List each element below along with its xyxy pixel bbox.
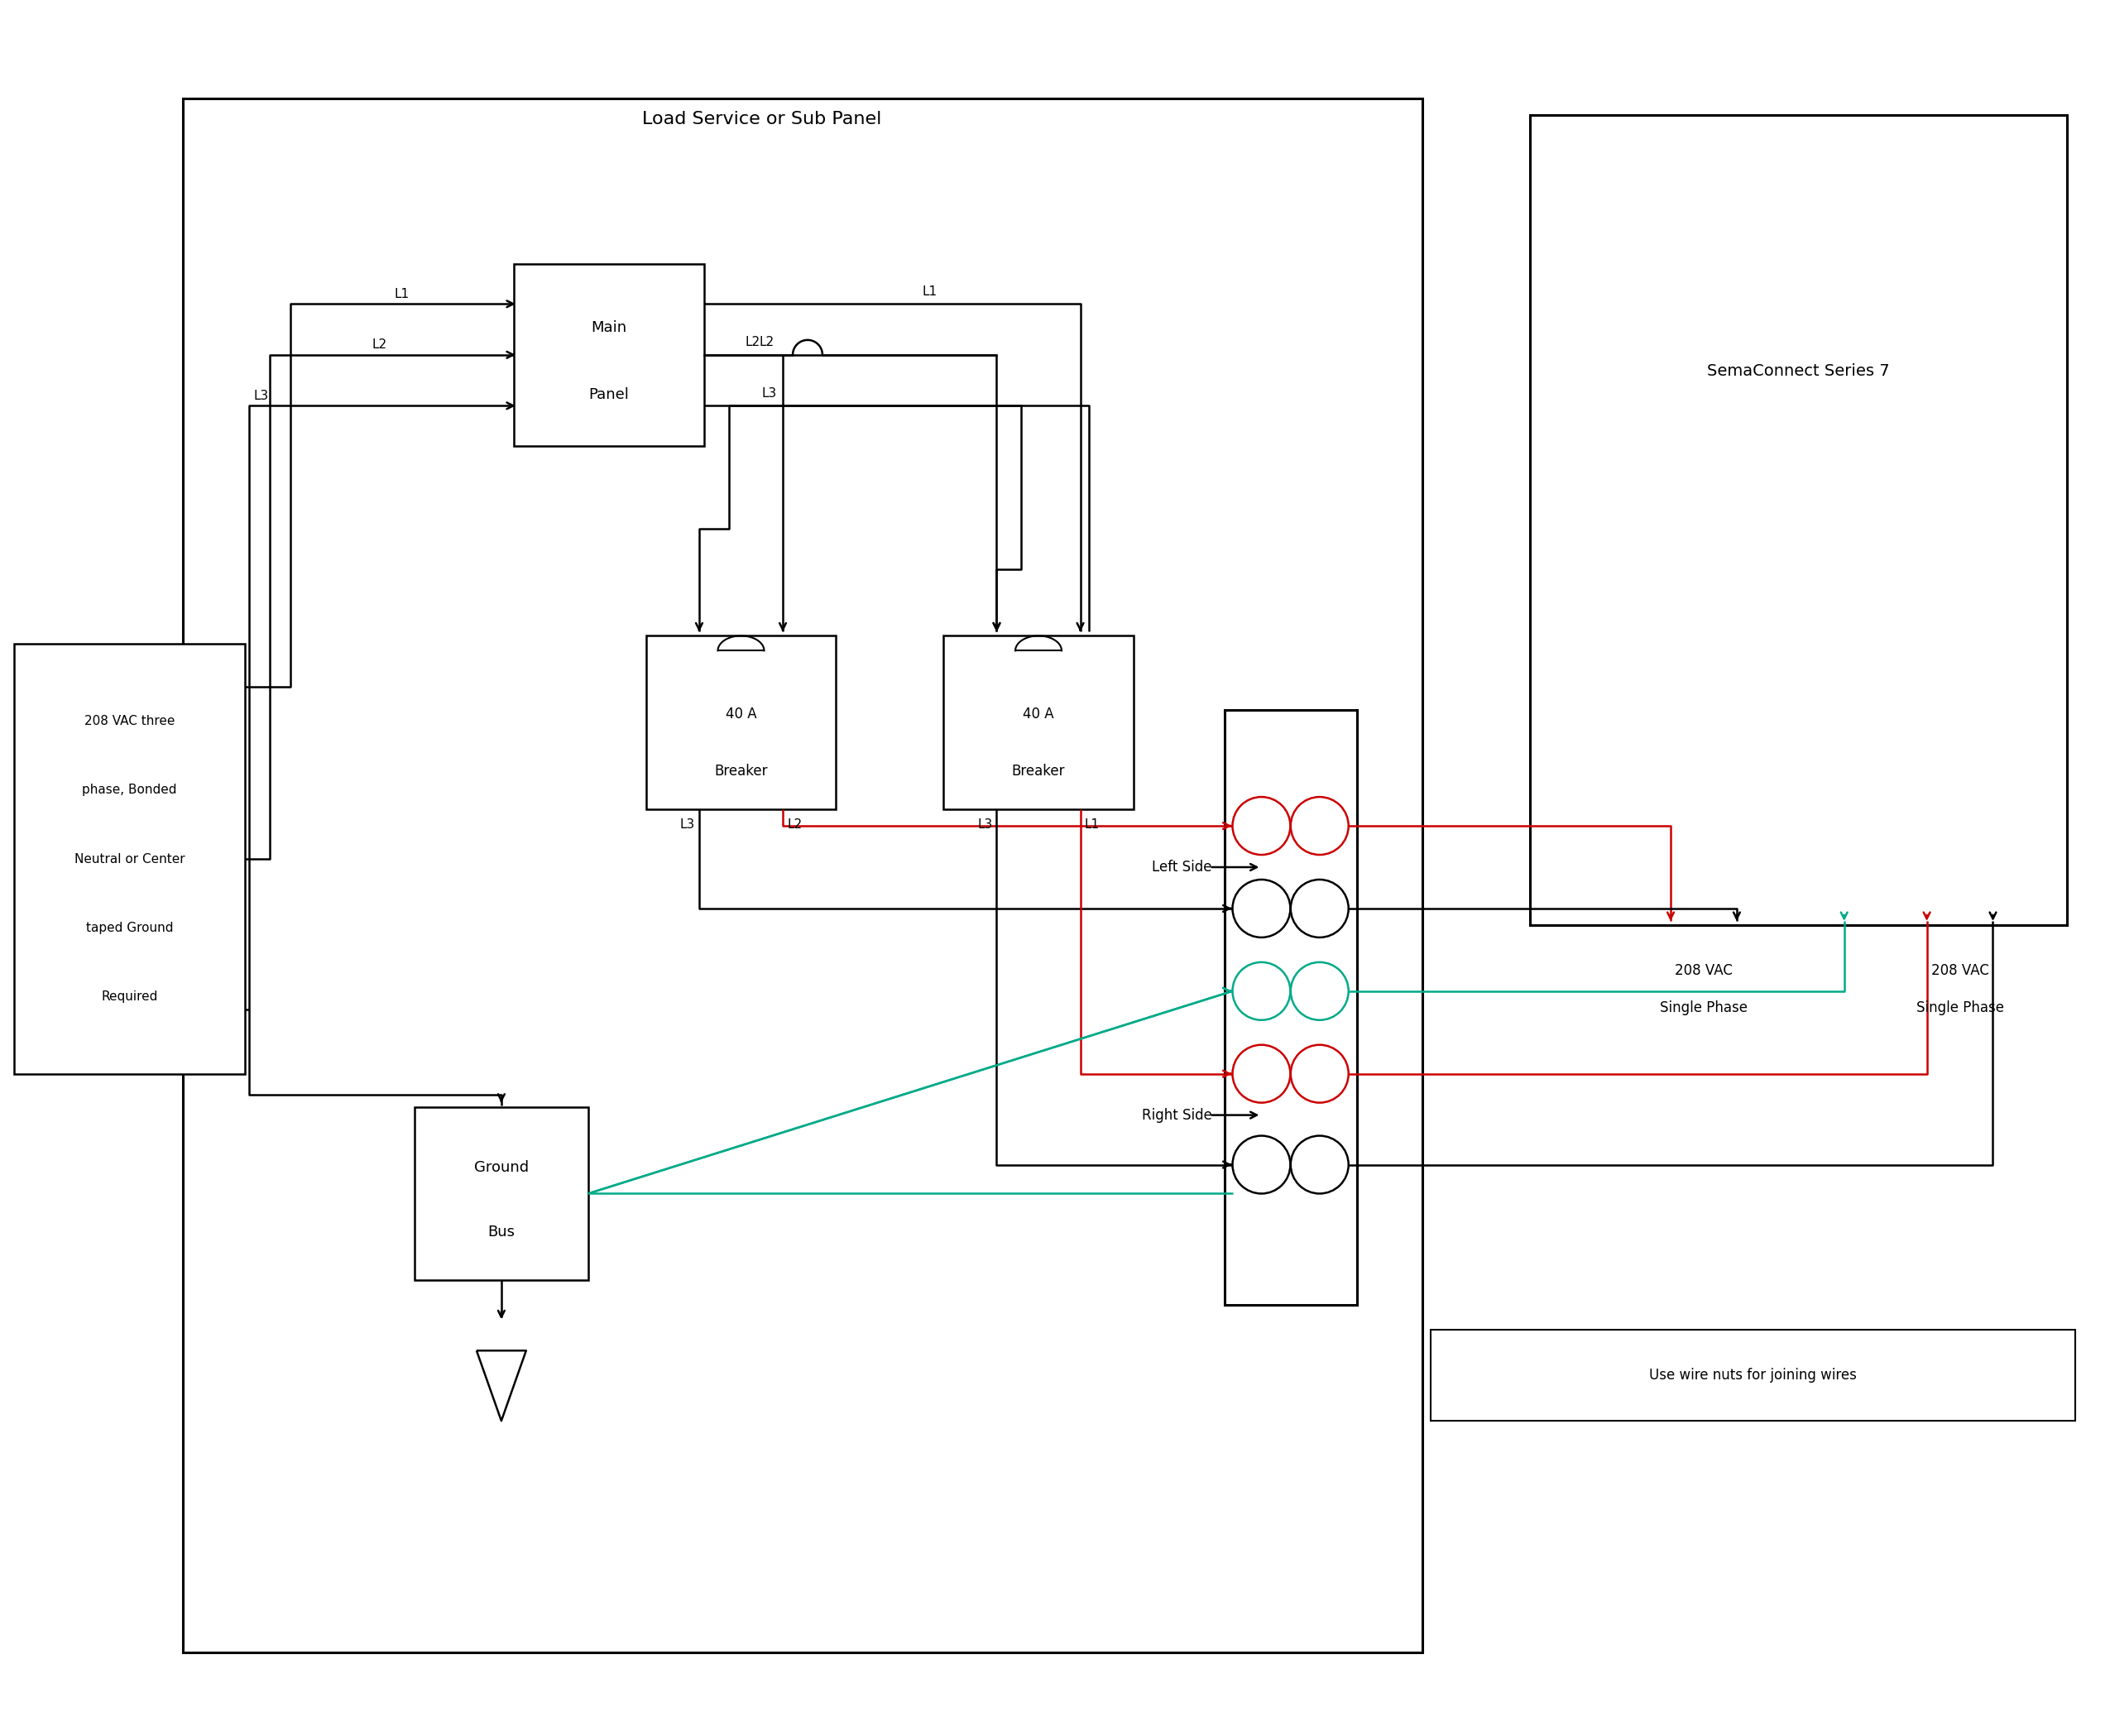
Bar (943, 635, 1133, 809)
Circle shape (1291, 962, 1348, 1021)
Circle shape (1291, 1045, 1348, 1102)
Text: Neutral or Center: Neutral or Center (74, 852, 186, 865)
Bar (15, 644, 245, 1075)
Text: L1: L1 (1085, 818, 1099, 830)
Text: Use wire nuts for joining wires: Use wire nuts for joining wires (1650, 1368, 1857, 1384)
Text: L2: L2 (760, 337, 774, 349)
Text: 208 VAC: 208 VAC (1675, 963, 1732, 977)
Bar (1431, 1330, 2076, 1420)
Bar (414, 1108, 589, 1281)
Text: Main: Main (591, 319, 627, 335)
Text: L3: L3 (253, 389, 268, 403)
Text: SemaConnect Series 7: SemaConnect Series 7 (1707, 363, 1891, 378)
Text: L2: L2 (371, 339, 386, 351)
Circle shape (1232, 1045, 1291, 1102)
Text: Panel: Panel (589, 387, 629, 403)
Text: 208 VAC three: 208 VAC three (84, 715, 175, 727)
Text: taped Ground: taped Ground (87, 922, 173, 934)
Circle shape (1291, 797, 1348, 854)
Circle shape (1291, 880, 1348, 937)
Text: Required: Required (101, 990, 158, 1003)
Circle shape (1232, 880, 1291, 937)
Bar (646, 635, 836, 809)
Text: Breaker: Breaker (715, 764, 768, 779)
Text: 40 A: 40 A (726, 707, 757, 722)
Text: L1: L1 (922, 285, 937, 299)
Text: 208 VAC: 208 VAC (1931, 963, 1990, 977)
Bar (184, 99, 1422, 1653)
Text: Right Side: Right Side (1142, 1108, 1211, 1123)
Circle shape (1232, 962, 1291, 1021)
Text: L3: L3 (977, 818, 992, 830)
Bar (1224, 710, 1357, 1305)
Circle shape (1232, 797, 1291, 854)
Text: Single Phase: Single Phase (1661, 1000, 1747, 1016)
Text: Load Service or Sub Panel: Load Service or Sub Panel (641, 111, 882, 127)
Text: L2: L2 (787, 818, 802, 830)
Text: Left Side: Left Side (1152, 859, 1211, 875)
Text: Bus: Bus (487, 1224, 515, 1240)
Text: L3: L3 (679, 818, 694, 830)
Circle shape (1232, 1135, 1291, 1194)
Bar (513, 264, 705, 446)
Bar (1530, 115, 2068, 925)
Text: Single Phase: Single Phase (1916, 1000, 2004, 1016)
Text: L2: L2 (745, 337, 760, 349)
Text: Ground: Ground (475, 1160, 530, 1175)
Text: L1: L1 (395, 288, 409, 300)
Text: Breaker: Breaker (1013, 764, 1066, 779)
Circle shape (1291, 1135, 1348, 1194)
Text: L3: L3 (762, 387, 776, 399)
Text: 40 A: 40 A (1023, 707, 1055, 722)
Text: phase, Bonded: phase, Bonded (82, 785, 177, 797)
